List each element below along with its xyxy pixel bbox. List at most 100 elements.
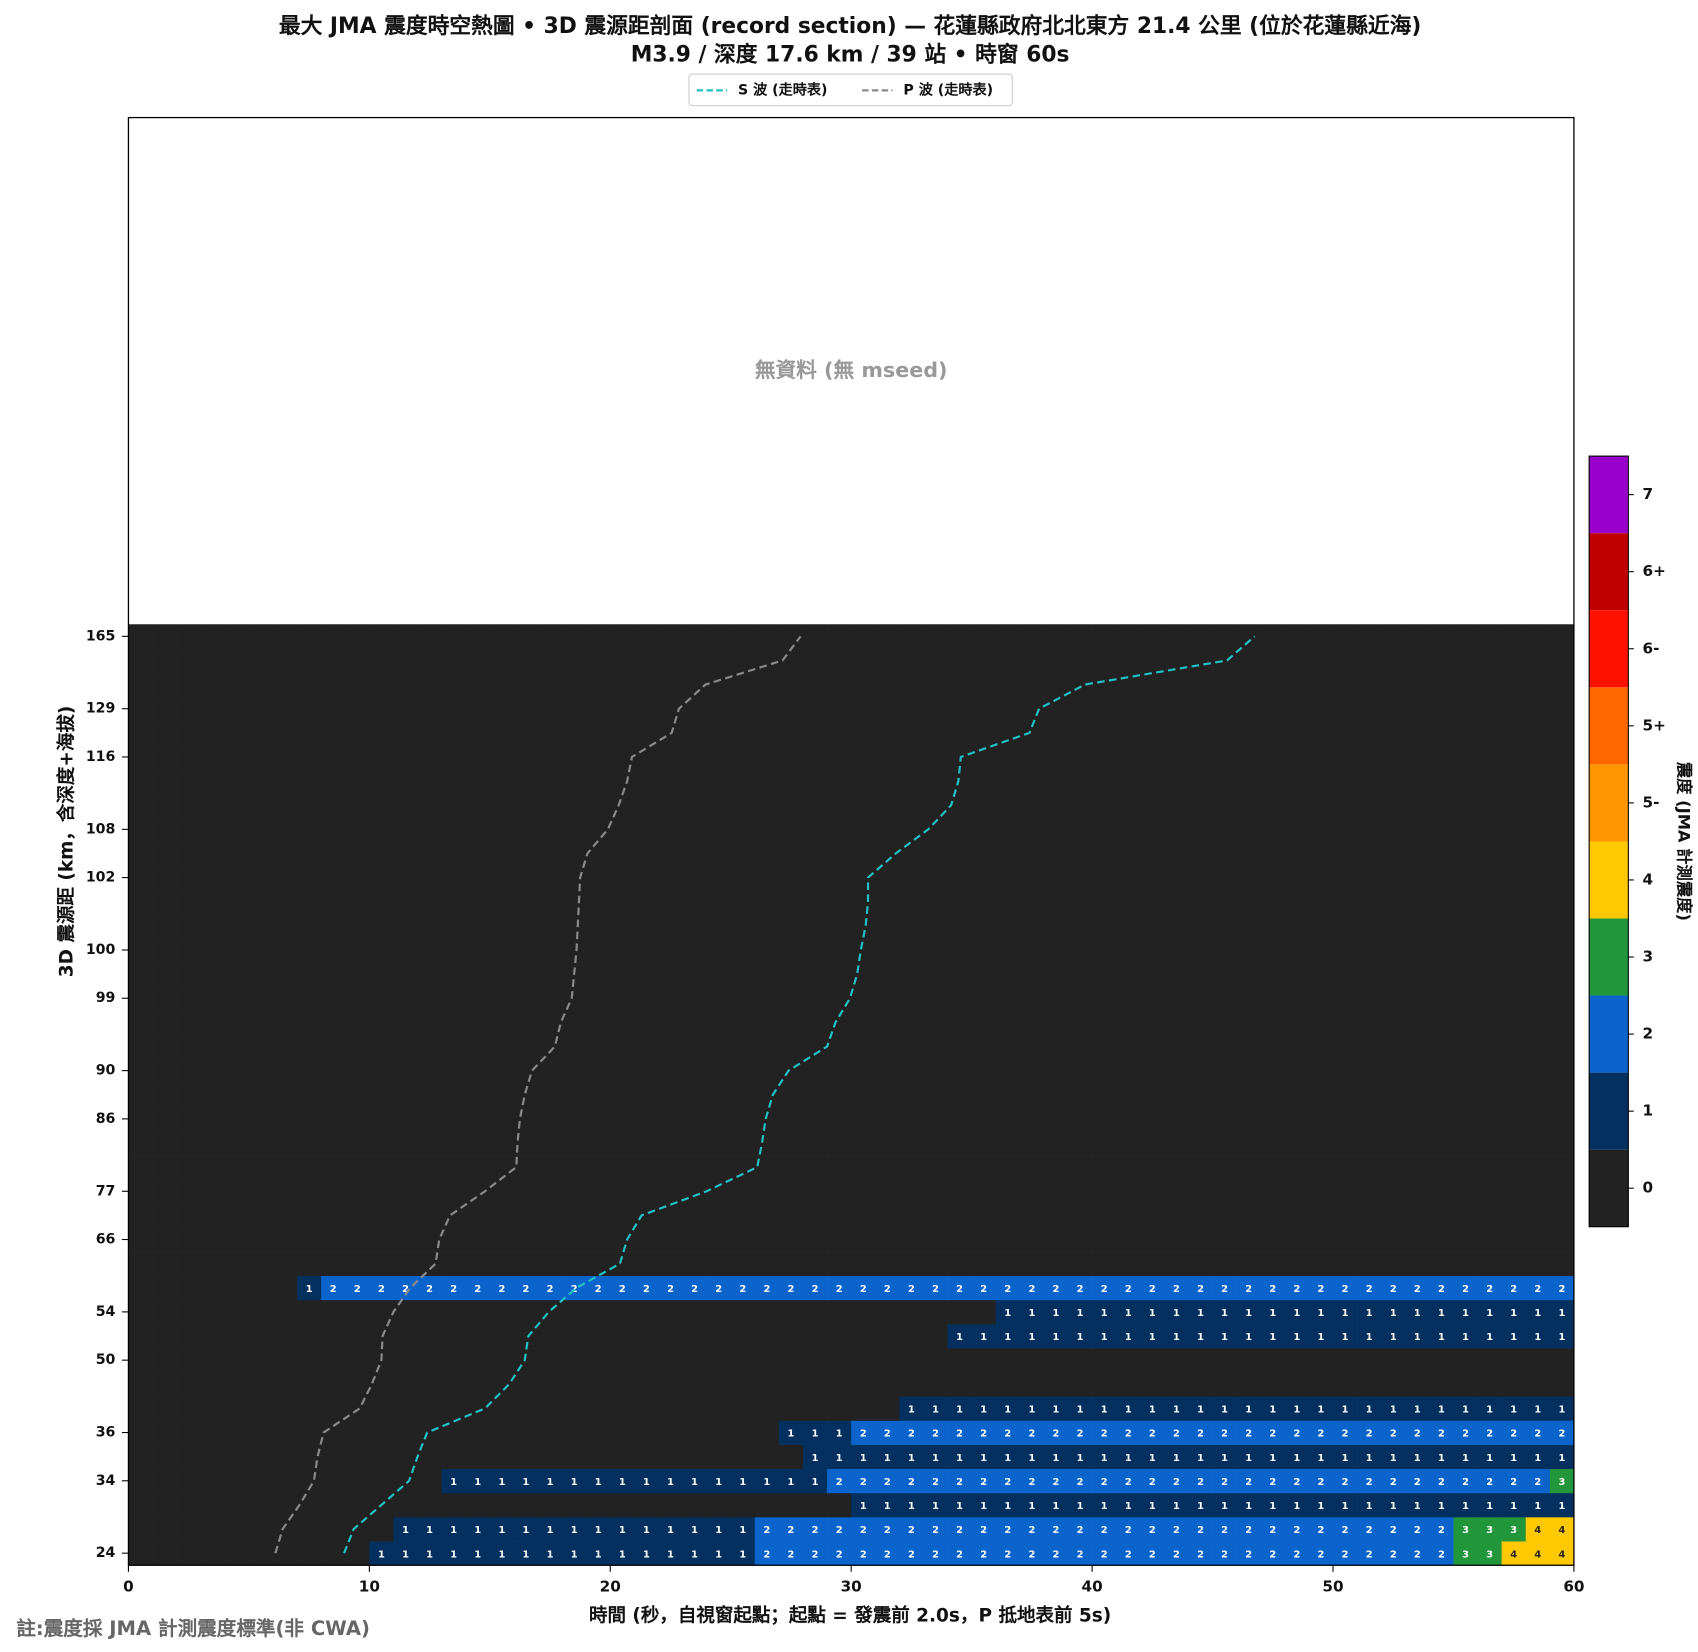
heat-cell [176,1251,202,1277]
heat-cell [875,1275,900,1301]
heat-cell [1188,648,1213,673]
heat-cell [586,1468,611,1494]
heat-cell [1212,1106,1237,1132]
heat-cell [1236,1444,1262,1470]
heat-cell [1019,1082,1045,1108]
heat-cell [971,889,997,915]
heat-cell [923,889,948,915]
heat-cell [1043,1082,1069,1108]
heat-cell [1284,962,1310,987]
heat-cell [1501,1034,1527,1059]
heat-cell [1164,1516,1189,1542]
heat-cell [297,1323,322,1349]
heat-cell [1188,1010,1213,1035]
heat-cell [513,1155,539,1180]
heat-cell [1381,962,1406,987]
heat-cell [1043,672,1069,697]
heat-cell [995,1396,1021,1421]
heat-cell [393,720,418,746]
cell-label: 2 [956,1525,963,1536]
heat-cell [1453,1034,1478,1059]
heat-cell [1405,1179,1430,1204]
heat-cell [152,986,177,1011]
heat-cell [1116,1058,1141,1084]
heat-cell [393,1034,418,1059]
heat-cell [562,1010,587,1035]
heat-cell [706,1420,732,1445]
heat-cell [1525,986,1551,1011]
colorbar-frame [1588,455,1629,1228]
heat-cell [706,1010,732,1035]
heat-cell [441,1058,467,1084]
heat-cell [1164,1348,1189,1373]
cell-label: 1 [980,1405,987,1416]
heat-cell [297,1227,322,1252]
heat-cell [1164,1396,1189,1421]
heat-cell [586,744,611,770]
heat-cell [1067,1299,1093,1325]
heat-cell [971,962,997,987]
heat-cell [537,1155,563,1180]
heat-cell [778,1372,804,1397]
heat-cell [923,1420,948,1445]
heat-cell [923,841,948,866]
cell-label: 1 [1053,1453,1060,1464]
heat-cell [754,1516,780,1542]
heat-cell [827,1420,852,1445]
heat-cell [1477,1275,1502,1301]
heat-cell [1116,913,1141,939]
cell-label: 1 [836,1453,843,1464]
cell-label: 2 [1486,1429,1493,1440]
heat-cell [1236,672,1262,697]
heat-cell [1140,1348,1165,1373]
heat-cell [441,1348,467,1373]
heat-cell [1453,1444,1478,1470]
y-tick-label: 90 [96,1063,116,1079]
cell-label: 1 [980,1332,987,1343]
colorbar-tick-label: 3 [1642,948,1653,966]
heat-cell [778,1420,804,1445]
heat-cell [1019,1348,1045,1373]
heat-cell [272,1227,298,1252]
heat-cell [923,1468,948,1494]
heat-cell [1477,1323,1502,1349]
heat-cell [152,1275,177,1301]
heat-cell [1429,937,1454,963]
heat-cell [658,1492,683,1518]
heat-cell [393,1203,418,1228]
cell-label: 2 [1173,1284,1180,1295]
heat-cell [1043,1468,1069,1494]
heat-cell [1284,913,1310,939]
heat-cell [393,1106,418,1132]
heat-cell [200,841,226,866]
heat-cell [393,1541,418,1566]
heat-cell [1477,624,1502,649]
cell-label: 1 [1245,1405,1252,1416]
heat-cell [1525,793,1551,818]
cell-label: 1 [956,1332,963,1343]
heat-cell [586,937,611,963]
cell-label: 1 [739,1525,746,1536]
heat-cell [730,720,756,746]
heat-cell [778,720,804,746]
heat-cell [923,696,948,722]
heat-cell [369,817,394,842]
cell-label: 2 [1197,1477,1204,1488]
heat-cell [1405,1082,1430,1108]
heat-cell [537,648,563,673]
heat-cell [1164,1010,1189,1035]
heat-cell [1357,1299,1382,1325]
heat-cell [297,1492,322,1518]
cell-label: 2 [884,1284,891,1295]
cell-label: 3 [1510,1525,1517,1536]
heat-cell [682,937,707,963]
heat-cell [537,1372,563,1397]
heat-cell [248,1034,274,1059]
heat-cell [345,1516,370,1542]
heat-cell [441,1492,467,1518]
heat-cell [200,1275,226,1301]
cell-label: 2 [836,1284,843,1295]
heat-cell [1236,1516,1262,1542]
heat-cell [730,1155,756,1180]
heat-cell [1067,1106,1093,1132]
